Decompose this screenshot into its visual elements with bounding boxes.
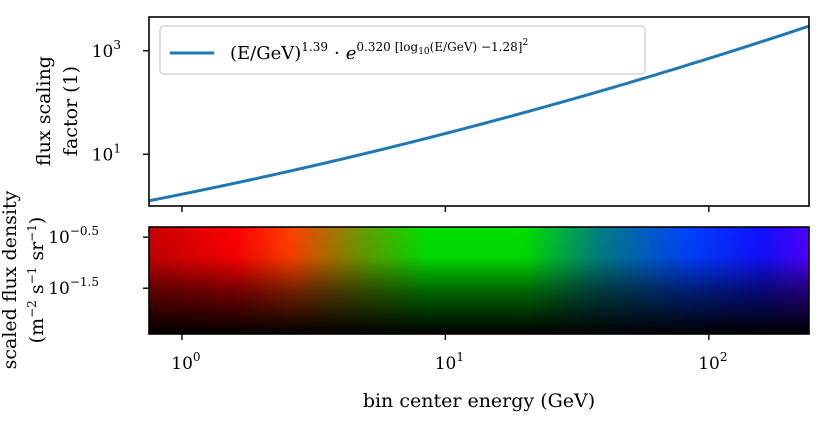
bottom-axis-ticks: 10−0.5 10−1.5 100 101 102 [48,224,727,374]
x-axis-label: bin center energy (GeV) [363,390,595,412]
top-ytick-label-1: 103 [92,38,121,62]
top-ylabel-line2: factor (1) [60,66,82,156]
legend-entry: (E/GeV)1.39 · e0.320 [log10(E/GeV) −1.28]2 [230,38,528,64]
top-panel: 101 103 (E/GeV)1.39 · e0.320 [log10(E/GeV) −… [33,16,810,212]
bottom-plot-frame [148,226,810,335]
top-ylabel-line1: flux scaling [33,56,55,166]
bottom-ytick-label-1: 10−1.5 [48,275,99,299]
xtick-label-0: 100 [171,350,200,374]
top-axis-ticks: 101 103 [92,38,710,212]
bottom-ytick-label-0: 10−0.5 [48,224,99,248]
heatmap-shade [149,227,809,334]
top-plot-frame [148,16,810,207]
legend-box [159,25,646,75]
series-line [149,24,809,203]
xtick-label-1: 101 [435,350,464,374]
bottom-ylabel-line1: scaled flux density [0,190,21,369]
xtick-label-2: 102 [698,350,727,374]
bottom-panel: 10−0.5 10−1.5 100 101 102 bin center energy … [0,190,810,412]
top-ytick-label-0: 101 [92,141,121,165]
legend: (E/GeV)1.39 · e0.320 [log10(E/GeV) −1.28]2 [159,25,646,75]
bottom-ylabel-line2: (m−2 s−1 sr−1) [25,217,48,344]
